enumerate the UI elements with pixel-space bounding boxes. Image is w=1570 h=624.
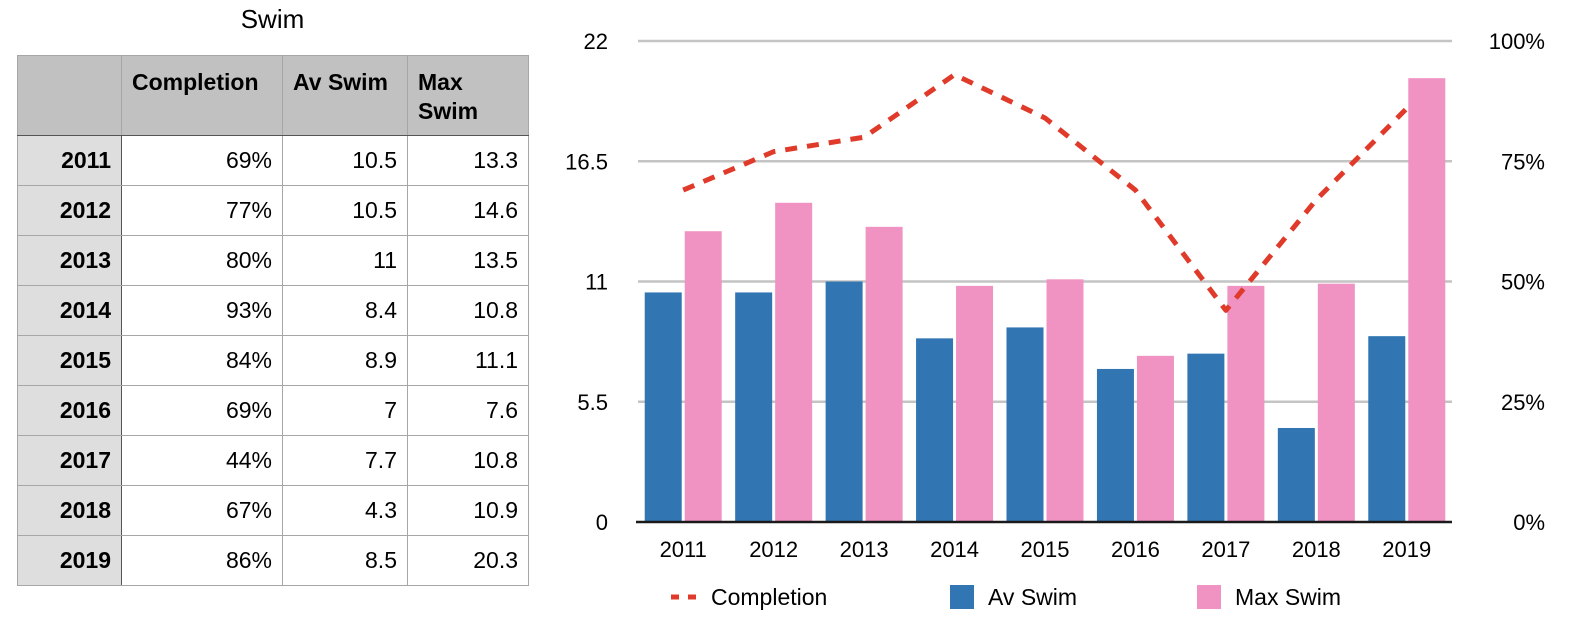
table-title: Swim	[240, 4, 305, 34]
cell-av-swim: 8.9	[282, 335, 408, 386]
legend-completion-label: Completion	[711, 584, 827, 610]
x-axis-tick-label: 2013	[840, 537, 889, 562]
bar-max-swim	[956, 285, 994, 522]
row-year: 2012	[17, 185, 122, 236]
bar-max-swim	[775, 202, 813, 523]
cell-av-swim: 8.5	[282, 535, 408, 586]
right-axis-tick-label: 25%	[1501, 390, 1545, 415]
row-year: 2019	[17, 535, 122, 586]
right-axis-tick-label: 100%	[1489, 29, 1545, 54]
x-axis-tick-label: 2017	[1201, 537, 1250, 562]
cell-completion: 44%	[121, 435, 283, 486]
cell-completion: 77%	[121, 185, 283, 236]
left-axis-tick-label: 0	[596, 510, 608, 535]
data-table: Completion Av Swim Max Swim 2011 69% 10.5 1…	[17, 55, 529, 586]
header-max-swim-line1: Max	[418, 69, 463, 95]
bar-av-swim	[1368, 336, 1406, 522]
cell-max-swim: 20.3	[407, 535, 529, 586]
bar-av-swim	[1187, 353, 1225, 522]
bar-av-swim	[1096, 368, 1134, 522]
left-axis-tick-label: 11	[585, 270, 608, 295]
bar-av-swim	[1277, 427, 1315, 522]
row-year: 2016	[17, 385, 122, 436]
row-year: 2015	[17, 335, 122, 386]
x-axis-tick-label: 2012	[749, 537, 798, 562]
x-axis-tick-label: 2014	[930, 537, 979, 562]
cell-av-swim: 10.5	[282, 185, 408, 236]
right-axis-tick-label: 75%	[1501, 149, 1545, 174]
cell-max-swim: 10.9	[407, 485, 529, 536]
bar-av-swim	[916, 338, 954, 522]
cell-av-swim: 8.4	[282, 285, 408, 336]
bar-max-swim	[1317, 283, 1355, 522]
cell-completion: 67%	[121, 485, 283, 536]
x-axis-tick-label: 2015	[1021, 537, 1070, 562]
x-axis-tick-label: 2016	[1111, 537, 1160, 562]
bar-max-swim	[684, 231, 722, 523]
cell-max-swim: 13.3	[407, 135, 529, 186]
left-axis-tick-label: 22	[584, 29, 608, 54]
row-year: 2014	[17, 285, 122, 336]
table-row: 2018 67% 4.3 10.9	[17, 485, 529, 536]
cell-max-swim: 10.8	[407, 285, 529, 336]
x-axis-tick-label: 2011	[660, 537, 707, 562]
cell-max-swim: 13.5	[407, 235, 529, 286]
left-axis-tick-label: 16.5	[565, 149, 608, 174]
legend-av-swim-swatch	[950, 585, 974, 609]
bar-max-swim	[865, 226, 903, 522]
row-year: 2013	[17, 235, 122, 286]
line-completion	[682, 72, 1409, 313]
cell-av-swim: 4.3	[282, 485, 408, 536]
bar-av-swim	[644, 292, 682, 522]
x-axis-tick-label: 2019	[1382, 537, 1431, 562]
cell-completion: 80%	[121, 235, 283, 286]
right-axis-tick-label: 0%	[1513, 510, 1545, 535]
row-year: 2011	[17, 135, 122, 186]
cell-max-swim: 7.6	[407, 385, 529, 436]
header-max-swim: Max Swim	[407, 55, 529, 136]
combo-chart: 0 0% 5.5 25% 11 50% 16.5 75% 22 100% 2011 2012 2013 2…	[565, 29, 1545, 610]
legend-max-swim-label: Max Swim	[1235, 584, 1341, 610]
table-row: 2017 44% 7.7 10.8	[17, 435, 529, 486]
left-axis-tick-label: 5.5	[577, 390, 608, 415]
row-year: 2017	[17, 435, 122, 486]
header-corner	[17, 55, 122, 136]
table-header-row: Completion Av Swim Max Swim	[17, 55, 529, 136]
cell-completion: 69%	[121, 385, 283, 436]
header-completion: Completion	[121, 55, 283, 136]
cell-av-swim: 7	[282, 385, 408, 436]
cell-max-swim: 14.6	[407, 185, 529, 236]
table-row: 2014 93% 8.4 10.8	[17, 285, 529, 336]
table-row: 2013 80% 11 13.5	[17, 235, 529, 286]
table-row: 2012 77% 10.5 14.6	[17, 185, 529, 236]
cell-max-swim: 11.1	[407, 335, 529, 386]
cell-av-swim: 11	[282, 235, 408, 286]
legend-max-swim-swatch	[1197, 585, 1221, 609]
row-year: 2018	[17, 485, 122, 536]
bar-av-swim	[735, 292, 773, 522]
legend-av-swim-label: Av Swim	[988, 584, 1077, 610]
bar-av-swim	[1006, 327, 1044, 522]
cell-completion: 93%	[121, 285, 283, 336]
bar-max-swim	[1046, 279, 1084, 522]
table-row: 2011 69% 10.5 13.3	[17, 135, 529, 186]
cell-av-swim: 10.5	[282, 135, 408, 186]
table-row: 2019 86% 8.5 20.3	[17, 535, 529, 586]
bar-av-swim	[825, 281, 863, 522]
bar-max-swim	[1227, 285, 1265, 522]
cell-completion: 86%	[121, 535, 283, 586]
header-av-swim: Av Swim	[282, 55, 408, 136]
x-axis-tick-label: 2018	[1292, 537, 1341, 562]
bar-max-swim	[1136, 355, 1174, 522]
cell-av-swim: 7.7	[282, 435, 408, 486]
right-axis-tick-label: 50%	[1501, 270, 1545, 295]
bar-max-swim	[1408, 78, 1446, 522]
cell-max-swim: 10.8	[407, 435, 529, 486]
table-row: 2016 69% 7 7.6	[17, 385, 529, 436]
header-max-swim-line2: Swim	[418, 98, 479, 124]
cell-completion: 69%	[121, 135, 283, 186]
table-row: 2015 84% 8.9 11.1	[17, 335, 529, 386]
cell-completion: 84%	[121, 335, 283, 386]
